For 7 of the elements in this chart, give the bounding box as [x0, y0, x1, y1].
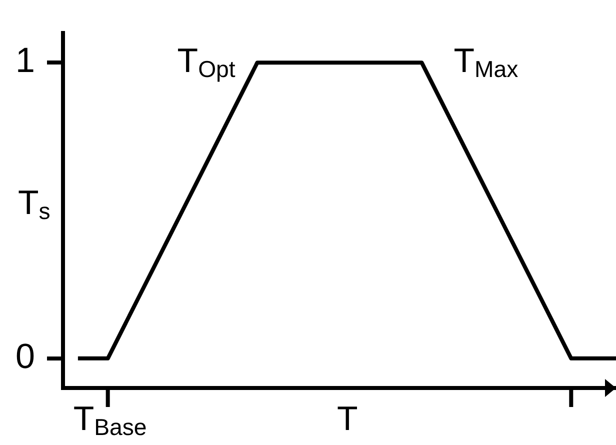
- x-axis-title: T: [337, 400, 358, 438]
- x-tick-label: T$_{Base}$: [73, 400, 147, 440]
- y-tick-label: 0: [16, 337, 35, 376]
- annotation: T$_{Max}$: [454, 42, 518, 82]
- y-axis-title: T$_{s}$: [18, 184, 50, 224]
- annotation: T$_{Opt}$: [177, 42, 236, 82]
- y-tick-label: 1: [16, 41, 35, 80]
